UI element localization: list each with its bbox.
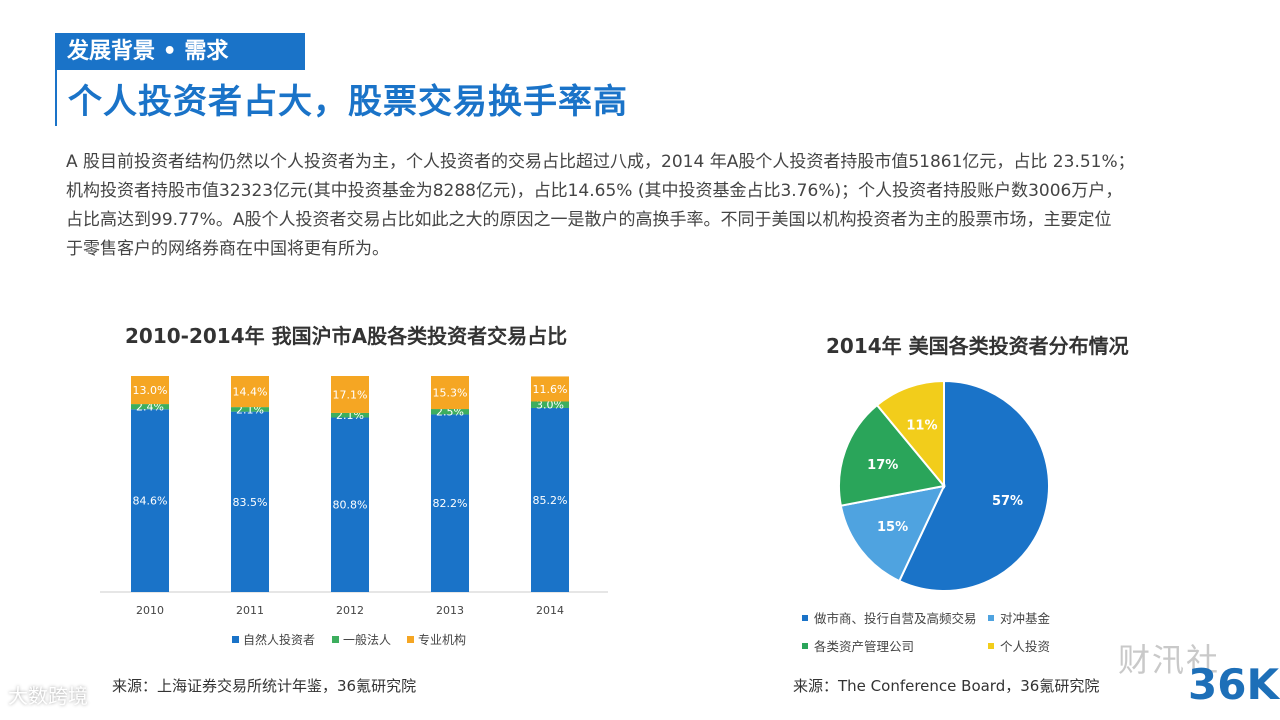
bar-segment-3	[331, 376, 369, 413]
legend-swatch	[802, 643, 808, 649]
pie-slice-2	[839, 484, 946, 583]
watermark-left: 大数跨境	[8, 684, 88, 708]
legend-swatch	[802, 615, 808, 621]
legend-label: 做市商、投行自营及高频交易	[814, 611, 977, 626]
body-line: A 股目前投资者结构仍然以个人投资者为主，个人投资者的交易占比超过八成，2014…	[66, 152, 1135, 172]
body-line: 于零售客户的网络券商在中国将更有所为。	[66, 239, 389, 259]
legend-swatch	[332, 636, 339, 643]
pie-chart-source: 来源：The Conference Board，36氪研究院	[793, 677, 1100, 695]
legend-swatch	[988, 615, 994, 621]
bar-segment-2	[231, 407, 269, 412]
page-title: 个人投资者占大，股票交易换手率高	[68, 82, 628, 122]
bar-segment-2	[331, 412, 369, 418]
body-paragraph: A 股目前投资者结构仍然以个人投资者为主，个人投资者的交易占比超过八成，2014…	[66, 148, 1226, 264]
data-label: 82.2%	[433, 497, 468, 510]
legend-swatch	[988, 643, 994, 649]
data-label: 80.8%	[333, 499, 368, 512]
legend-label: 各类资产管理公司	[814, 639, 914, 654]
bar-segment-1	[231, 411, 269, 592]
pie-data-label: 17%	[867, 458, 898, 473]
bar-segment-3	[131, 376, 169, 405]
x-tick-label: 2014	[536, 604, 564, 617]
bar-segment-3	[531, 376, 569, 402]
bar-segment-1	[531, 407, 569, 592]
x-tick-label: 2013	[436, 604, 464, 617]
bar-chart-title: 2010-2014年 我国沪市A股各类投资者交易占比	[125, 324, 568, 348]
pie-slice-1	[897, 379, 1050, 592]
bar-segment-2	[531, 401, 569, 408]
data-label: 85.2%	[533, 494, 568, 507]
logo-number: 36	[1188, 660, 1247, 709]
x-tick-label: 2012	[336, 604, 364, 617]
bar-segment-2	[431, 409, 469, 415]
data-label: 13.0%	[133, 384, 168, 397]
data-label: 3.0%	[536, 399, 564, 412]
data-label: 83.5%	[233, 496, 268, 509]
bar-segment-1	[431, 414, 469, 592]
legend-label: 专业机构	[418, 632, 466, 647]
legend-swatch	[407, 636, 414, 643]
bar-segment-2	[131, 404, 169, 410]
bar-chart-source: 来源：上海证券交易所统计年鉴，36氪研究院	[112, 677, 417, 695]
pie-slice-4	[875, 379, 945, 489]
bar-segment-3	[231, 376, 269, 408]
pie-data-label: 57%	[992, 494, 1023, 509]
bar-segment-3	[431, 376, 469, 410]
pie-chart-title: 2014年 美国各类投资者分布情况	[826, 334, 1129, 358]
data-label: 11.6%	[533, 383, 568, 396]
bar-segment-1	[331, 417, 369, 592]
x-tick-label: 2011	[236, 604, 264, 617]
legend-label: 个人投资	[1000, 639, 1050, 654]
title-rule	[55, 70, 57, 126]
pie-data-label: 11%	[906, 419, 937, 434]
logo-suffix: Kr	[1246, 660, 1280, 709]
data-label: 17.1%	[333, 388, 368, 401]
legend-label: 对冲基金	[1000, 611, 1051, 626]
pie-data-label: 15%	[877, 520, 908, 535]
bar-segment-1	[131, 409, 169, 592]
legend-label: 一般法人	[343, 632, 391, 647]
legend-swatch	[232, 636, 239, 643]
watermark-right: 财汛社	[1118, 641, 1221, 679]
body-line: 机构投资者持股市值32323亿元(其中投资基金为8288亿元)，占比14.65%…	[66, 181, 1123, 201]
data-label: 14.4%	[233, 386, 268, 399]
brand-logo: 36Kr	[1188, 660, 1280, 709]
body-line: 占比高达到99.77%。A股个人投资者交易占比如此之大的原因之一是散户的高换手率…	[66, 210, 1112, 230]
stacked-bar-chart: 84.6%2.4%13.0%201083.5%2.1%14.4%201180.8…	[100, 376, 608, 647]
pie-slice-3	[838, 403, 946, 507]
data-label: 84.6%	[133, 495, 168, 508]
data-label: 15.3%	[433, 387, 468, 400]
x-tick-label: 2010	[136, 604, 164, 617]
legend-label: 自然人投资者	[243, 632, 315, 647]
section-tag: 发展背景 • 需求	[55, 33, 305, 70]
